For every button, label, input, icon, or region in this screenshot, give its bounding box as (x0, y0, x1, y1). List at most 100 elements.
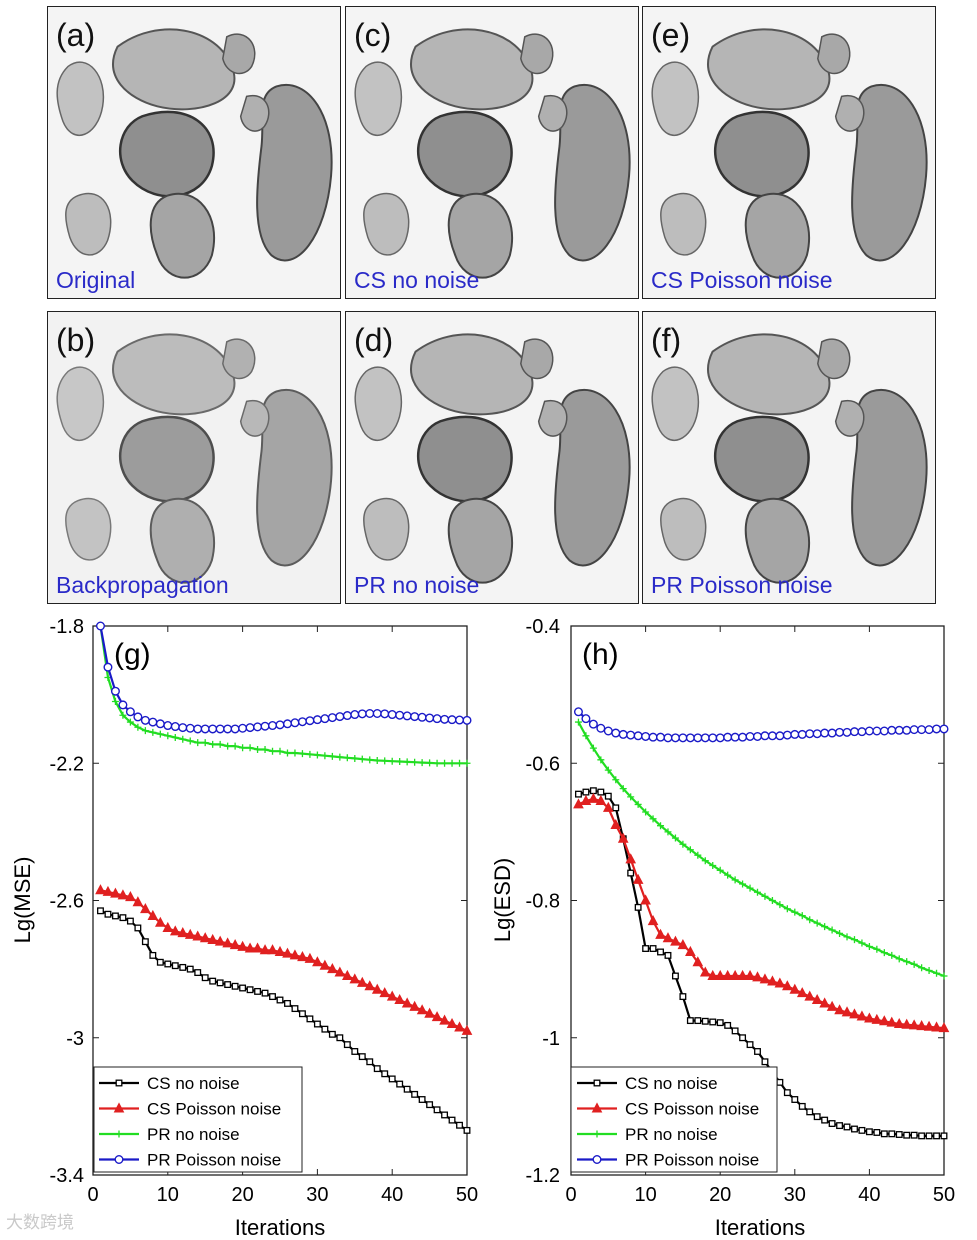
marker-square (186, 965, 194, 973)
y-tick-label: -1.2 (526, 1165, 560, 1187)
marker-plus (186, 737, 194, 745)
marker-plus (813, 919, 821, 927)
marker-plus (716, 866, 724, 874)
marker-circle (215, 724, 225, 734)
marker-square (903, 1131, 911, 1139)
marker-circle (387, 710, 397, 720)
marker-plus (111, 697, 119, 705)
marker-plus (828, 926, 836, 934)
marker-plus (843, 933, 851, 941)
marker-plus (261, 746, 269, 754)
marker-plus (649, 815, 657, 823)
x-tick-label: 0 (87, 1184, 98, 1206)
marker-square (224, 981, 232, 989)
marker-square (701, 1017, 709, 1025)
marker-triangle (595, 794, 607, 805)
marker-square (865, 1128, 873, 1136)
marker-triangle (931, 1021, 942, 1032)
series-pr-poisson-noise (573, 707, 949, 743)
marker-square (731, 1027, 739, 1035)
marker-plus (589, 744, 597, 752)
marker-plus (448, 759, 456, 767)
marker-plus (821, 923, 829, 931)
marker-circle (140, 715, 150, 725)
marker-square (873, 1129, 881, 1136)
marker-triangle (110, 887, 121, 898)
marker-plus (806, 916, 814, 924)
marker-circle (380, 709, 390, 719)
marker-square (111, 912, 119, 920)
marker-plus (903, 958, 911, 966)
marker-square (298, 1010, 306, 1018)
marker-square (373, 1065, 381, 1073)
marker-square (381, 1070, 389, 1078)
marker-plus (426, 759, 434, 767)
chart-g: 0 10 20 30 40 50 -1.8 -2.2 -2.6 -3 -3.4 (g) Iterat… (10, 616, 478, 1240)
marker-circle (708, 733, 718, 743)
marker-plus (612, 776, 620, 784)
marker-circle (592, 1154, 602, 1164)
marker-circle (849, 727, 859, 737)
marker-triangle (908, 1019, 920, 1030)
marker-triangle (729, 969, 741, 980)
legend-label: PR no noise (147, 1125, 240, 1144)
marker-triangle (655, 928, 666, 939)
marker-circle (648, 732, 658, 742)
marker-plus (201, 739, 209, 747)
marker-triangle (886, 1016, 898, 1027)
marker-circle (350, 710, 360, 720)
legend-entry: PR Poisson noise (99, 1151, 281, 1170)
marker-square (321, 1025, 329, 1033)
marker-square (156, 958, 164, 966)
marker-triangle (364, 980, 376, 991)
image-panel-c: (c) CS no noise (345, 6, 639, 299)
marker-plus (865, 942, 873, 950)
marker-circle (238, 723, 248, 733)
marker-circle (626, 730, 636, 740)
marker-square (589, 787, 597, 795)
marker-plus (634, 800, 642, 808)
marker-circle (335, 712, 345, 722)
marker-plus (115, 1130, 123, 1138)
marker-circle (178, 723, 188, 733)
marker-plus (918, 964, 926, 972)
marker-plus (433, 759, 441, 767)
marker-square (276, 996, 284, 1004)
marker-triangle (169, 925, 181, 936)
marker-circle (715, 733, 725, 743)
marker-plus (231, 742, 239, 750)
marker-plus (754, 888, 761, 896)
marker-triangle (640, 894, 651, 905)
marker-triangle (386, 990, 398, 1001)
series-pr-poisson-noise (95, 621, 472, 734)
chart-g-ticks: 0 10 20 30 40 50 -1.8 -2.2 -2.6 -3 -3.4 (50, 616, 479, 1206)
marker-triangle (394, 993, 406, 1005)
marker-plus (850, 936, 858, 944)
marker-plus (593, 1130, 601, 1138)
marker-circle (245, 723, 255, 733)
legend-label: PR Poisson noise (625, 1151, 759, 1170)
marker-plus (933, 969, 941, 977)
marker-circle (260, 721, 270, 731)
marker-circle (790, 729, 800, 739)
marker-circle (693, 733, 703, 743)
x-tick-label: 10 (157, 1184, 179, 1206)
marker-triangle (327, 963, 338, 974)
marker-triangle (154, 916, 166, 927)
y-tick-label: -1 (542, 1028, 560, 1050)
x-tick-label: 40 (858, 1184, 880, 1206)
marker-circle (185, 723, 195, 733)
marker-plus (895, 955, 903, 963)
marker-plus (642, 808, 650, 816)
marker-triangle (588, 792, 599, 803)
chart-g-series (95, 621, 473, 1134)
marker-plus (283, 749, 291, 757)
marker-triangle (923, 1020, 935, 1031)
marker-square (411, 1090, 419, 1098)
marker-triangle (573, 798, 584, 809)
marker-square (126, 917, 134, 925)
marker-circle (700, 733, 710, 743)
marker-square (612, 804, 620, 812)
marker-triangle (714, 969, 726, 980)
marker-plus (739, 880, 747, 888)
